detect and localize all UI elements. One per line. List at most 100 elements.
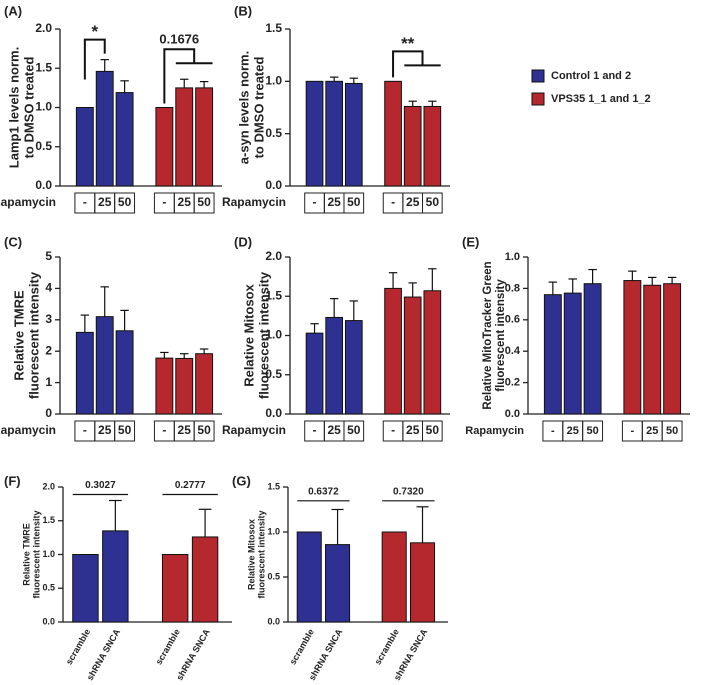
y-axis-label: fluorescent intensity bbox=[256, 271, 271, 399]
bar bbox=[195, 353, 214, 415]
y-tick-label: 1.0 bbox=[265, 328, 282, 342]
x-tick-label: 50 bbox=[426, 195, 440, 209]
y-axis-label: to DMSO treated bbox=[21, 57, 36, 159]
x-tick-label: 50 bbox=[347, 195, 361, 209]
table-cell bbox=[343, 192, 365, 214]
y-tick-label: 0.5 bbox=[35, 139, 52, 153]
table-cell bbox=[582, 420, 604, 442]
y-tick-label: 2.0 bbox=[35, 21, 52, 35]
x-tick-label: 25 bbox=[98, 195, 112, 209]
y-tick-label: 0.0 bbox=[265, 406, 282, 420]
bar bbox=[384, 80, 402, 187]
y-tick-label: 1.5 bbox=[35, 60, 52, 74]
y-tick-label: 0.5 bbox=[265, 367, 282, 381]
bar bbox=[102, 530, 129, 623]
y-tick-label: 1.5 bbox=[265, 288, 282, 302]
x-tick-label: 50 bbox=[347, 423, 361, 437]
bar bbox=[623, 280, 642, 415]
y-tick-label: 1.0 bbox=[35, 100, 52, 114]
x-axis-label: Rapamycin bbox=[0, 195, 56, 209]
legend-swatch bbox=[531, 69, 545, 83]
bar bbox=[115, 92, 134, 187]
bar bbox=[161, 554, 189, 623]
x-tick-label: 25 bbox=[327, 423, 341, 437]
annotation: ** bbox=[401, 34, 415, 53]
y-axis-label: a-syn levels norm. bbox=[236, 51, 251, 164]
table-cell bbox=[114, 420, 136, 442]
y-tick-label: 0 bbox=[45, 406, 52, 420]
x-tick-label: 50 bbox=[666, 425, 678, 437]
x-tick-label: 50 bbox=[118, 195, 132, 209]
x-tick-label: - bbox=[631, 425, 635, 437]
y-axis-label: Relative TMRE bbox=[11, 290, 26, 381]
bar bbox=[175, 87, 194, 187]
bar bbox=[191, 536, 219, 623]
x-tick-label: 25 bbox=[406, 423, 420, 437]
bar bbox=[296, 531, 322, 623]
x-tick-label: 25 bbox=[406, 195, 420, 209]
x-tick-label: - bbox=[83, 423, 87, 437]
y-tick-label: 2.0 bbox=[265, 249, 282, 263]
legend-swatch bbox=[531, 92, 545, 106]
y-axis-label: Lamp1 levels norm. bbox=[6, 47, 21, 168]
bar bbox=[663, 283, 682, 415]
bar bbox=[384, 287, 402, 415]
x-tick-label: 25 bbox=[178, 423, 192, 437]
x-tick-label: 50 bbox=[426, 423, 440, 437]
y-tick-label: 1.5 bbox=[265, 21, 282, 35]
bar bbox=[72, 554, 99, 623]
bar bbox=[305, 332, 324, 415]
y-tick-label: 0.5 bbox=[267, 571, 280, 581]
y-tick-label: 0.6 bbox=[505, 314, 520, 326]
x-tick-label: 25 bbox=[98, 423, 112, 437]
x-axis-label: Rapamycin bbox=[222, 195, 286, 209]
bar bbox=[381, 531, 407, 623]
y-tick-label: 0.0 bbox=[265, 178, 282, 192]
bar bbox=[155, 107, 174, 187]
annotation: 0.6372 bbox=[308, 486, 339, 497]
y-tick-label: 0.0 bbox=[42, 616, 55, 626]
y-axis-label: Relative Mitosox bbox=[241, 283, 256, 386]
y-tick-label: 1.0 bbox=[42, 549, 55, 559]
x-tick-label: - bbox=[313, 423, 317, 437]
bar bbox=[115, 330, 134, 415]
x-tick-label: 50 bbox=[586, 425, 598, 437]
y-tick-label: 1.0 bbox=[267, 526, 280, 536]
table-cell bbox=[422, 192, 443, 214]
annotation: 0.7320 bbox=[393, 486, 424, 497]
y-tick-label: 0.4 bbox=[505, 345, 521, 357]
y-axis-label: Relative MitoTracker Green bbox=[482, 261, 494, 409]
annotation-bracket bbox=[83, 38, 106, 80]
bar bbox=[423, 105, 442, 187]
y-tick-label: 2.0 bbox=[42, 481, 55, 491]
bar bbox=[325, 316, 344, 415]
bar bbox=[583, 283, 602, 415]
y-tick-label: 5 bbox=[45, 249, 52, 263]
bar bbox=[643, 284, 662, 415]
y-axis-label: fluorescent intensity bbox=[256, 510, 266, 598]
bar bbox=[325, 544, 351, 623]
bar bbox=[95, 316, 114, 415]
y-axis-label: fluorescent intensity bbox=[31, 510, 41, 598]
panel-label: (A) bbox=[4, 3, 22, 18]
x-tick-label: 50 bbox=[197, 195, 211, 209]
x-tick-label: scramble bbox=[373, 627, 401, 666]
bar bbox=[563, 292, 582, 415]
x-tick-label: - bbox=[313, 195, 317, 209]
bar bbox=[305, 80, 324, 187]
y-tick-label: 0.0 bbox=[267, 616, 280, 626]
x-tick-label: scramble bbox=[154, 627, 182, 666]
y-axis-label: to DMSO treated bbox=[251, 57, 266, 159]
bar bbox=[344, 82, 363, 187]
x-tick-label: - bbox=[391, 423, 395, 437]
y-axis-label: fluorescent intensity bbox=[495, 279, 507, 392]
x-tick-label: 25 bbox=[178, 195, 192, 209]
y-axis-label: Relative Mitosox bbox=[246, 519, 256, 590]
y-tick-label: 1 bbox=[45, 375, 52, 389]
y-tick-label: 0.2 bbox=[505, 377, 520, 389]
annotation: 0.1676 bbox=[159, 32, 199, 47]
bar bbox=[403, 296, 422, 415]
panel-label: (C) bbox=[4, 234, 22, 249]
y-tick-label: 0.0 bbox=[505, 408, 520, 420]
